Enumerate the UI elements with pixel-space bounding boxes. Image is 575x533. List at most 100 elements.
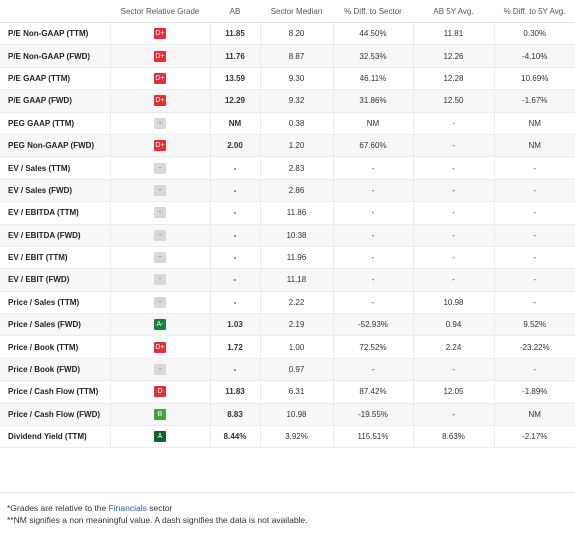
footnote-nm: **NM signifies a non meaningful value. A… [7,515,308,525]
metric-cell[interactable]: P/E Non-GAAP (FWD) [0,44,110,68]
table-row: PEG GAAP (TTM) - NM 0.38 NM - NM [0,112,575,135]
diff-to-5y-avg-cell: - [493,224,575,247]
diff-to-5y-avg-cell: -2.17% [493,425,575,449]
header-diff-to-sector[interactable]: % Diff. to Sector [333,0,413,23]
ab-5y-avg-cell: - [412,179,494,203]
table-row: P/E GAAP (FWD) D+ 12.29 9.32 31.86% 12.50 -1.6… [0,89,575,113]
ab-value-cell: 11.83 [209,380,260,404]
diff-to-5y-avg-cell: 10.69% [493,67,575,91]
ab-5y-avg-cell: - [412,403,494,427]
diff-to-sector-cell: 67.60% [332,134,413,158]
metric-cell[interactable]: Price / Book (TTM) [0,335,110,359]
ab-value-cell: - [209,201,260,225]
ab-value-cell: - [209,246,260,270]
ab-value-cell: 1.72 [209,335,260,359]
table-row: Price / Book (FWD) - -0.97- - - [0,358,575,382]
diff-to-sector-cell: NM [332,112,413,135]
diff-to-sector-cell: 87.42% [332,380,413,404]
grade-cell: D+ [109,22,210,46]
grade-badge: D+ [154,140,166,152]
ab-value-cell: 12.29 [209,89,260,113]
sector-median-cell: 0.38 [259,112,333,135]
ab-5y-avg-cell: - [412,201,494,225]
metric-cell[interactable]: P/E GAAP (FWD) [0,89,110,113]
grade-cell: - [109,156,210,180]
grade-badge: D+ [154,341,166,353]
diff-to-sector-cell: - [332,179,413,203]
ab-5y-avg-cell: 12.05 [412,380,494,404]
grade-cell: D+ [109,67,210,91]
financials-sector-link[interactable]: Financials [108,503,147,513]
header-diff-to-5y-avg[interactable]: % Diff. to 5Y Avg. [494,0,575,23]
sector-median-cell: 2.19 [259,313,333,337]
metric-cell[interactable]: Price / Cash Flow (FWD) [0,403,110,427]
sector-median-cell: 11.18 [259,268,333,292]
header-ab-5y-avg[interactable]: AB 5Y Avg. [413,0,494,23]
sector-median-cell: 2.86 [259,179,333,203]
diff-to-sector-cell: - [332,224,413,247]
metric-cell[interactable]: EV / Sales (TTM) [0,156,110,180]
grade-badge: - [154,274,166,286]
metric-cell[interactable]: EV / EBITDA (TTM) [0,201,110,225]
ab-value-cell: - [209,268,260,292]
ab-5y-avg-cell: - [412,134,494,158]
diff-to-5y-avg-cell: -1.89% [493,380,575,404]
diff-to-5y-avg-cell: - [493,246,575,270]
ab-5y-avg-cell: 12.28 [412,67,494,91]
diff-to-5y-avg-cell: -23.22% [493,335,575,359]
sector-median-cell: 9.32 [259,89,333,113]
grade-badge: - [154,364,166,376]
grade-badge: - [154,117,166,129]
metric-cell[interactable]: EV / EBIT (FWD) [0,268,110,292]
footnote-grades-prefix: *Grades are relative to the [7,503,109,513]
sector-median-cell: 0.97 [259,358,333,382]
grade-badge: - [154,252,166,264]
grade-cell: A- [109,313,210,337]
sector-median-cell: 8.87 [259,44,333,68]
metric-cell[interactable]: EV / EBITDA (FWD) [0,224,110,247]
ab-value-cell: - [209,179,260,203]
metric-cell[interactable]: P/E Non-GAAP (TTM) [0,22,110,46]
diff-to-sector-cell: - [332,358,413,382]
metric-cell[interactable]: Price / Cash Flow (TTM) [0,380,110,404]
table-row: EV / EBIT (FWD) - -11.18- - - [0,268,575,292]
header-metric [0,0,110,23]
table-row: EV / EBIT (TTM) - -11.96- - - [0,246,575,270]
metric-cell[interactable]: Price / Sales (FWD) [0,313,110,337]
sector-median-cell: 2.83 [259,156,333,180]
diff-to-5y-avg-cell: - [493,156,575,180]
table-body: P/E Non-GAAP (TTM) D+ 11.85 8.20 44.50% 11.81… [0,22,575,449]
ab-value-cell: 2.00 [209,134,260,158]
header-sector-relative-grade[interactable]: Sector Relative Grade [110,0,210,23]
table-header-row: Sector Relative Grade AB Sector Median %… [0,0,575,23]
ab-5y-avg-cell: 8.63% [412,425,494,449]
metric-cell[interactable]: Dividend Yield (TTM) [0,425,110,449]
metric-cell[interactable]: P/E GAAP (TTM) [0,67,110,91]
header-ab[interactable]: AB [210,0,260,23]
grade-cell: D+ [109,134,210,158]
grade-badge: D+ [154,28,166,40]
grade-badge: - [154,207,166,219]
grade-cell: D [109,380,210,404]
sector-median-cell: 1.00 [259,335,333,359]
grade-cell: - [109,358,210,382]
grade-badge: - [154,296,166,308]
diff-to-5y-avg-cell: NM [493,112,575,135]
metric-cell[interactable]: EV / Sales (FWD) [0,179,110,203]
table-row: EV / Sales (FWD) - -2.86- - - [0,179,575,203]
metric-cell[interactable]: PEG Non-GAAP (FWD) [0,134,110,158]
ab-5y-avg-cell: - [412,224,494,247]
ab-value-cell: - [209,224,260,247]
metric-cell[interactable]: Price / Book (FWD) [0,358,110,382]
metric-cell[interactable]: Price / Sales (TTM) [0,291,110,315]
diff-to-sector-cell: - [332,246,413,270]
ab-5y-avg-cell: 2.24 [412,335,494,359]
ab-5y-avg-cell: 0.94 [412,313,494,337]
metric-cell[interactable]: PEG GAAP (TTM) [0,112,110,135]
grade-cell: D+ [109,89,210,113]
metric-cell[interactable]: EV / EBIT (TTM) [0,246,110,270]
table-row: P/E Non-GAAP (FWD) D+ 11.76 8.87 32.53% 12.26… [0,44,575,68]
grade-badge: D+ [154,95,166,107]
header-sector-median[interactable]: Sector Median [260,0,333,23]
ab-5y-avg-cell: - [412,156,494,180]
